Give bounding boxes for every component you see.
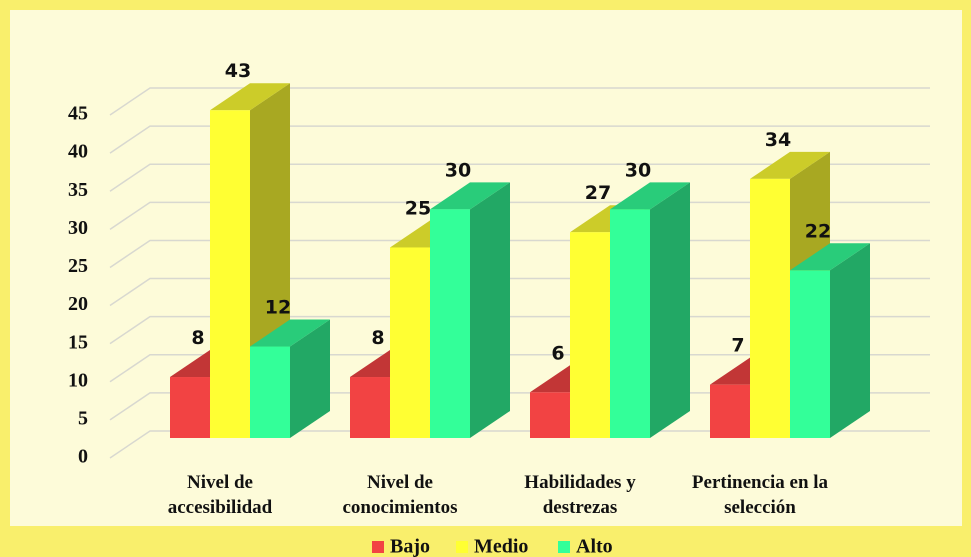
bar-top [250, 319, 330, 347]
x-tick-label: Pertinencia en la selección [691, 472, 829, 518]
y-tick-label: 20 [68, 293, 88, 315]
bar [350, 377, 390, 438]
value-label: 25 [405, 197, 431, 219]
value-label: 7 [731, 335, 744, 357]
legend-label: Alto [576, 536, 613, 557]
legend-label: Bajo [390, 536, 430, 557]
y-tick-label: 15 [68, 331, 88, 353]
y-tick-label: 30 [68, 217, 88, 239]
grid-line [109, 87, 930, 116]
value-label: 34 [765, 129, 791, 151]
value-label: 8 [191, 327, 204, 349]
bar [430, 209, 470, 438]
bar [790, 270, 830, 438]
bar [170, 377, 210, 438]
bar-top [750, 151, 830, 179]
x-tick-label: Habilidades y destrezas [524, 472, 636, 518]
y-tick-label: 10 [68, 369, 88, 391]
x-tick-label: Nivel de conocimientos [342, 472, 458, 518]
value-label: 30 [445, 159, 471, 181]
bar-side [650, 182, 690, 438]
grid-line [109, 163, 930, 192]
bar [570, 232, 610, 438]
bar-top [610, 182, 690, 210]
bar-side [290, 319, 330, 438]
x-tick-label: Nivel de accesibilidad [167, 472, 273, 518]
bar-side [470, 182, 510, 438]
value-label: 12 [265, 297, 291, 319]
y-tick-label: 40 [68, 141, 88, 163]
bar [710, 384, 750, 438]
grid-line [109, 430, 930, 459]
y-tick-label: 0 [78, 446, 88, 468]
y-tick-label: 5 [78, 407, 88, 429]
legend-label: Medio [474, 536, 528, 557]
bar-side [830, 243, 870, 438]
bar [390, 247, 430, 438]
bar-top [210, 83, 290, 111]
legend-swatch [456, 541, 468, 553]
y-tick-label: 45 [68, 103, 88, 125]
legend-swatch [558, 541, 570, 553]
bar [210, 110, 250, 438]
legend-swatch [372, 541, 384, 553]
bar-top [430, 182, 510, 210]
bar [750, 178, 790, 438]
bar [250, 346, 290, 438]
value-label: 27 [585, 182, 611, 204]
bar [530, 392, 570, 438]
y-tick-label: 25 [68, 255, 88, 277]
grid-line [109, 125, 930, 154]
value-label: 43 [225, 60, 251, 82]
y-tick-label: 35 [68, 179, 88, 201]
value-label: 8 [371, 327, 384, 349]
bar-top [790, 243, 870, 271]
value-label: 30 [625, 159, 651, 181]
value-label: 6 [551, 342, 564, 364]
bar [610, 209, 650, 438]
value-label: 22 [805, 220, 831, 242]
